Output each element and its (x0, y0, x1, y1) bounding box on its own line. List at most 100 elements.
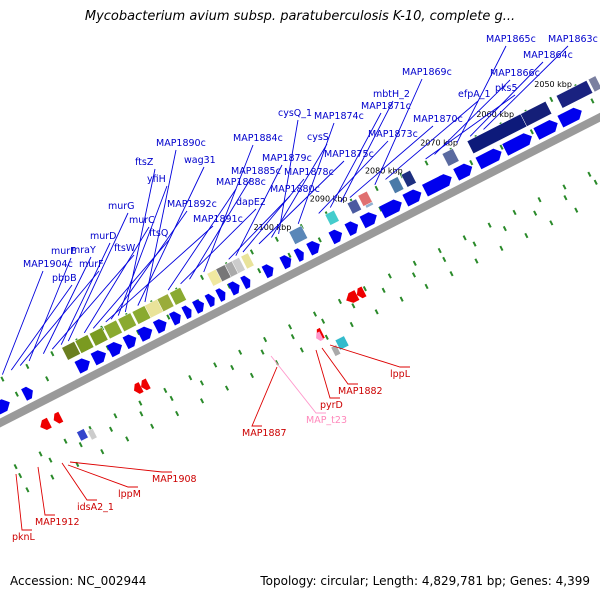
reverse-gene-arrow (134, 382, 144, 394)
gene-label-forward[interactable]: murD (90, 231, 117, 242)
gene-label-forward[interactable]: murG (108, 201, 135, 212)
gene-label-forward[interactable]: MAP1866c (490, 68, 540, 79)
gene-label-forward[interactable]: MAP1874c (314, 111, 364, 122)
axis-tick (18, 472, 23, 479)
leader-line (329, 344, 410, 368)
axis-tick (549, 96, 554, 103)
kbp-tick-label: 2100 kbp (254, 223, 292, 232)
forward-gene-arrow (240, 275, 251, 290)
leader-line (117, 185, 168, 316)
reverse-gene-arrow (346, 290, 360, 303)
gene-label-forward[interactable]: mraY (71, 245, 96, 256)
kbp-tick-label: 2060 kbp (476, 110, 514, 119)
leader-line (144, 149, 177, 303)
feature-box (86, 428, 98, 441)
gene-label-reverse[interactable]: pknL (12, 532, 36, 543)
axis-tick (257, 268, 262, 274)
gene-label-forward[interactable]: dapE2 (236, 197, 266, 208)
gene-label-reverse[interactable]: pyrD (320, 400, 343, 411)
forward-gene-arrow (379, 199, 402, 219)
forward-gene-arrow (453, 163, 473, 181)
forward-gene-arrow (152, 319, 167, 334)
reverse-gene-arrow (40, 417, 52, 430)
gene-label-reverse[interactable]: MAP1912 (35, 517, 80, 528)
feature-band (555, 80, 594, 109)
forward-gene-arrow (122, 334, 137, 350)
gene-label-forward[interactable]: pks5 (495, 83, 518, 94)
gene-label-forward[interactable]: murF (79, 259, 104, 270)
forward-gene-arrow (106, 342, 122, 358)
gene-label-forward[interactable]: MAP1871c (361, 101, 411, 112)
gene-label-forward[interactable]: MAP1879c (262, 153, 312, 164)
gene-label-reverse[interactable]: MAP_t23 (306, 415, 347, 426)
gene-label-forward[interactable]: MAP1880c (270, 184, 320, 195)
gene-label-forward[interactable]: MAP1878c (284, 167, 334, 178)
gene-label-forward[interactable]: murE (51, 246, 76, 257)
gene-label-forward[interactable]: MAP1885c (231, 166, 281, 177)
gene-label-forward[interactable]: MAP1864c (523, 50, 573, 61)
leader-line (67, 464, 138, 488)
accession-text: Accession: NC_002944 (10, 574, 147, 588)
gene-label-reverse[interactable]: MAP1908 (152, 474, 197, 485)
forward-gene-arrow (169, 311, 181, 326)
leader-line (258, 160, 345, 245)
gene-label-forward[interactable]: mbtH_2 (373, 89, 410, 100)
axis-tick (163, 387, 168, 394)
feature-band (288, 225, 309, 245)
axis-tick (502, 225, 507, 232)
axis-tick (337, 298, 342, 305)
axis-tick (424, 283, 429, 290)
leader-line (15, 473, 32, 531)
gene-label-forward[interactable]: MAP1875c (324, 149, 374, 160)
gene-label-forward[interactable]: MAP1888c (216, 177, 266, 188)
feature-band (587, 75, 600, 93)
gene-label-forward[interactable]: efpA_1 (458, 89, 491, 100)
gene-label-reverse[interactable]: MAP1887 (242, 428, 287, 439)
gene-label-forward[interactable]: cysQ_1 (278, 108, 312, 119)
axis-tick (150, 423, 155, 429)
gene-label-reverse[interactable]: idsA2_1 (77, 502, 114, 513)
gene-label-forward[interactable]: MAP1892c (167, 199, 217, 210)
gene-label-forward[interactable]: ftsW (114, 243, 136, 254)
axis-tick (230, 364, 235, 371)
gene-label-forward[interactable]: ftsZ (135, 157, 154, 168)
gene-label-forward[interactable]: MAP1865c (486, 34, 536, 45)
feature-band (74, 334, 95, 354)
gene-label-forward[interactable]: MAP1884c (233, 133, 283, 144)
gene-label-forward[interactable]: MAP1863c (548, 34, 598, 45)
axis-tick (537, 197, 542, 203)
leader-line (483, 45, 569, 130)
leader-line (69, 461, 172, 473)
gene-label-forward[interactable]: murC (129, 215, 155, 226)
gene-label-reverse[interactable]: MAP1882 (338, 386, 383, 397)
forward-gene-arrow (74, 358, 90, 374)
axis-tick (139, 411, 144, 417)
gene-label-forward[interactable]: MAP1870c (413, 114, 463, 125)
gene-label-reverse[interactable]: lppM (118, 489, 141, 500)
forward-gene-arrow (181, 305, 192, 320)
axis-tick (263, 336, 268, 343)
gene-label-forward[interactable]: wag31 (184, 155, 216, 166)
gene-label-forward[interactable]: ftsQ (149, 228, 168, 239)
gene-label-forward[interactable]: cysS (307, 132, 329, 143)
forward-gene-arrow (215, 288, 226, 302)
leader-line (340, 100, 394, 203)
forward-gene-arrow (359, 212, 377, 229)
gene-label-forward[interactable]: yfiH (147, 174, 166, 185)
feature-box (76, 428, 89, 442)
leader-line (297, 122, 335, 225)
gene-label-forward[interactable]: MAP1873c (368, 129, 418, 140)
axis-tick (63, 438, 68, 444)
feature-band (520, 100, 553, 127)
axis-tick (462, 235, 467, 241)
gene-label-forward[interactable]: MAP1869c (402, 67, 452, 78)
gene-label-forward[interactable]: MAP1890c (156, 138, 206, 149)
gene-label-forward[interactable]: pbpB (52, 273, 77, 284)
leader-line (425, 94, 516, 160)
gene-label-forward[interactable]: MAP1891c (193, 214, 243, 225)
gene-label-forward[interactable]: MAP1904c (23, 259, 73, 270)
axis-tick (317, 237, 322, 243)
forward-gene-arrow (328, 229, 343, 245)
axis-tick (411, 272, 416, 278)
gene-label-reverse[interactable]: lppL (390, 369, 411, 380)
